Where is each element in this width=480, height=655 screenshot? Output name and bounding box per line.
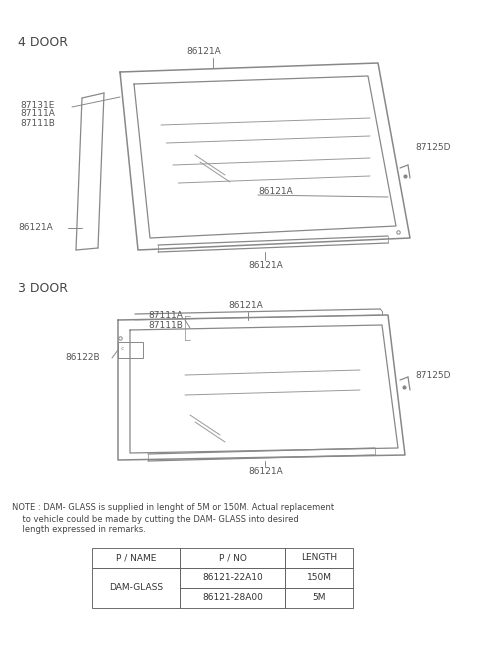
Text: 86121A: 86121A bbox=[228, 301, 263, 310]
Text: 86121A: 86121A bbox=[186, 48, 221, 56]
Text: 87111A: 87111A bbox=[148, 312, 183, 320]
Text: 5M: 5M bbox=[312, 593, 326, 603]
Bar bbox=[285, 568, 353, 588]
Text: 4 DOOR: 4 DOOR bbox=[18, 35, 68, 48]
Bar bbox=[180, 568, 285, 588]
Text: NOTE : DAM- GLASS is supplied in lenght of 5M or 150M. Actual replacement: NOTE : DAM- GLASS is supplied in lenght … bbox=[12, 504, 334, 512]
Bar bbox=[92, 548, 180, 568]
Text: 87131E: 87131E bbox=[20, 100, 54, 109]
Text: P / NAME: P / NAME bbox=[116, 553, 156, 563]
Text: 87125D: 87125D bbox=[415, 371, 451, 379]
Text: LENGTH: LENGTH bbox=[301, 553, 337, 563]
Bar bbox=[285, 588, 353, 608]
Text: 86121A: 86121A bbox=[258, 187, 293, 196]
Text: DAM-GLASS: DAM-GLASS bbox=[109, 584, 163, 593]
Text: 87111B: 87111B bbox=[148, 320, 183, 329]
Text: 3 DOOR: 3 DOOR bbox=[18, 282, 68, 295]
Text: 87125D: 87125D bbox=[415, 143, 451, 153]
Text: length expressed in remarks.: length expressed in remarks. bbox=[12, 525, 146, 534]
Bar bbox=[180, 588, 285, 608]
Text: 86121-22A10: 86121-22A10 bbox=[202, 574, 263, 582]
Bar bbox=[180, 548, 285, 568]
Text: 86122B: 86122B bbox=[65, 354, 100, 362]
Bar bbox=[285, 548, 353, 568]
Text: 86121A: 86121A bbox=[18, 223, 53, 233]
Text: c: c bbox=[121, 345, 124, 350]
Text: 150M: 150M bbox=[307, 574, 332, 582]
Text: to vehicle could be made by cutting the DAM- GLASS into desired: to vehicle could be made by cutting the … bbox=[12, 514, 299, 523]
FancyBboxPatch shape bbox=[118, 342, 143, 358]
Text: P / NO: P / NO bbox=[218, 553, 246, 563]
Text: 86121A: 86121A bbox=[248, 468, 283, 476]
Bar bbox=[92, 568, 180, 608]
Text: 87111B: 87111B bbox=[20, 119, 55, 128]
Text: 86121-28A00: 86121-28A00 bbox=[202, 593, 263, 603]
Text: 86121A: 86121A bbox=[248, 261, 283, 269]
Text: 87111A: 87111A bbox=[20, 109, 55, 119]
